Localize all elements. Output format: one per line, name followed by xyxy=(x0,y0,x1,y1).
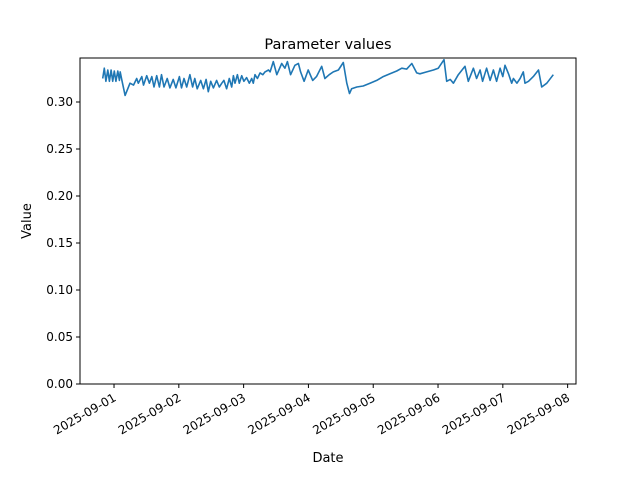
x-tick-label: 2025-09-07 xyxy=(440,390,507,437)
x-tick-label: 2025-09-03 xyxy=(181,390,248,437)
chart-title: Parameter values xyxy=(264,37,391,53)
y-tick-label: 0.10 xyxy=(46,283,73,297)
x-tick-label: 2025-09-04 xyxy=(246,390,313,437)
x-tick-label: 2025-09-05 xyxy=(310,390,377,437)
y-tick-label: 0.15 xyxy=(46,236,73,250)
x-tick-label: 2025-09-01 xyxy=(51,390,118,437)
x-tick-label: 2025-09-08 xyxy=(505,390,572,437)
x-tick-label: 2025-09-06 xyxy=(375,390,442,437)
y-tick-label: 0.30 xyxy=(46,95,73,109)
y-axis-label: Value xyxy=(20,203,35,239)
y-tick-label: 0.00 xyxy=(46,377,73,391)
x-tick-label: 2025-09-02 xyxy=(116,390,183,437)
axes-frame xyxy=(79,57,577,385)
y-tick-label: 0.20 xyxy=(46,189,73,203)
y-tick-label: 0.25 xyxy=(46,142,73,156)
y-tick-label: 0.05 xyxy=(46,330,73,344)
series-line xyxy=(101,58,554,97)
x-axis-label: Date xyxy=(312,451,343,466)
